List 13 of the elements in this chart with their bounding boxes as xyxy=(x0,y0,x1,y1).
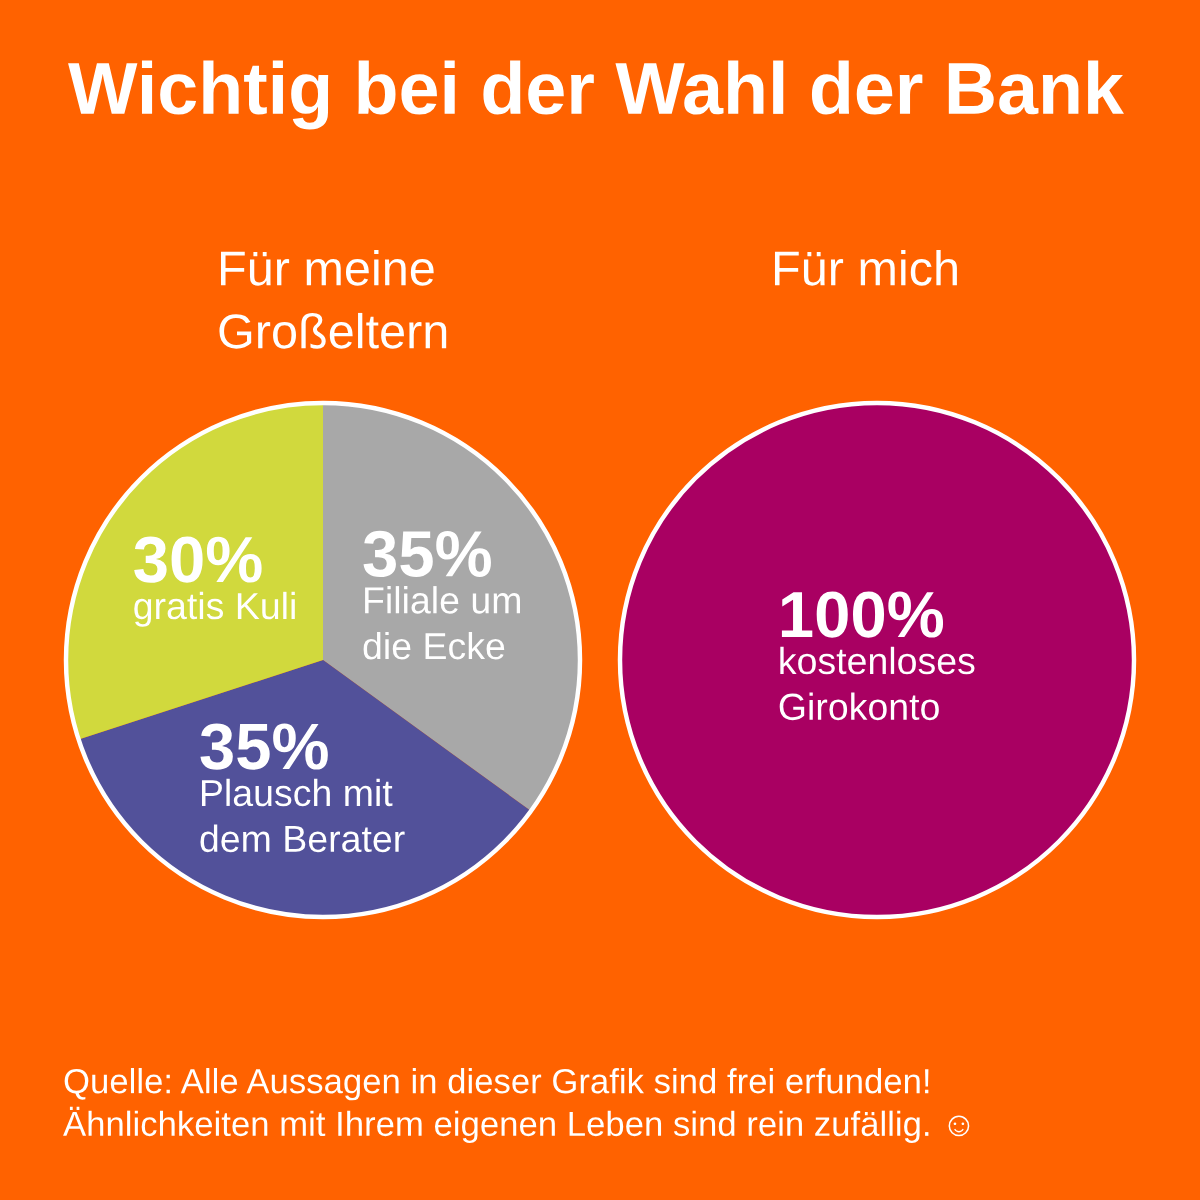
data-label: 35% xyxy=(200,723,328,770)
chart-subtitle: Für mich xyxy=(774,250,957,286)
slice-label: kostenloses Girokonto xyxy=(779,646,975,721)
data-label: 30% xyxy=(134,536,262,583)
chart-title: Wichtig bei der Wahl der Bank xyxy=(68,60,1124,130)
slice-label: Filiale um die Ecke xyxy=(363,586,520,660)
data-label: 100% xyxy=(781,591,944,638)
pie-slice xyxy=(78,660,531,917)
chart-subtitle: Für meine Großeltern xyxy=(219,250,447,349)
slice-label: gratis Kuli xyxy=(134,591,295,627)
slice-label: Plausch mit dem Berater xyxy=(200,778,405,853)
data-label: 35% xyxy=(363,530,491,578)
source-note: Quelle: Alle Aussagen in dieser Grafik sind frei erfunden! Ähnlichkeiten mit Ihrem eigenen Leben sind rein zufällig. ☺ xyxy=(63,1068,970,1144)
